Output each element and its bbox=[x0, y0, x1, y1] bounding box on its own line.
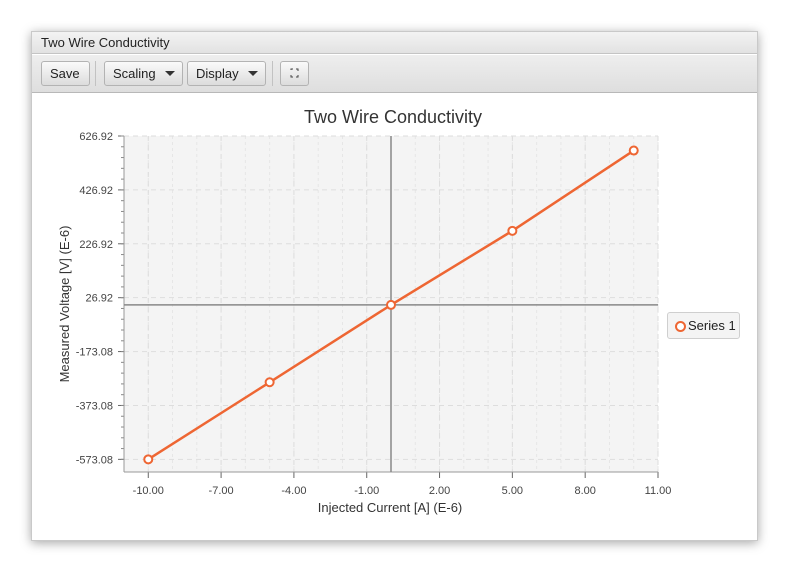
x-tick-label: 5.00 bbox=[502, 485, 523, 497]
toolbar: Save Scaling Display bbox=[32, 55, 757, 93]
data-point bbox=[264, 377, 275, 388]
y-axis-label: Measured Voltage [V] (E-6) bbox=[57, 226, 72, 383]
x-tick-label: -4.00 bbox=[281, 485, 306, 497]
y-tick-label: 626.92 bbox=[79, 131, 113, 143]
display-label: Display bbox=[196, 66, 239, 81]
chevron-down-icon bbox=[248, 71, 258, 76]
data-point bbox=[143, 454, 154, 465]
x-tick-label: 8.00 bbox=[574, 485, 595, 497]
x-axis-label: Injected Current [A] (E-6) bbox=[318, 500, 463, 515]
data-point bbox=[386, 299, 396, 310]
x-tick-label: 2.00 bbox=[429, 485, 450, 497]
scaling-dropdown[interactable]: Scaling bbox=[104, 61, 183, 86]
fullscreen-icon bbox=[290, 68, 299, 78]
data-point bbox=[507, 225, 518, 236]
legend-series-label: Series 1 bbox=[688, 318, 736, 333]
x-tick-label: -10.00 bbox=[133, 485, 164, 497]
x-tick-label: -7.00 bbox=[209, 485, 234, 497]
chart-title: Two Wire Conductivity bbox=[304, 107, 482, 127]
x-tick-label: 11.00 bbox=[645, 485, 672, 497]
x-tick-label: -1.00 bbox=[354, 485, 379, 497]
y-tick-label: -373.08 bbox=[76, 400, 113, 412]
scaling-label: Scaling bbox=[113, 66, 156, 81]
data-point bbox=[628, 145, 639, 156]
y-tick-label: 426.92 bbox=[79, 185, 113, 197]
toolbar-separator bbox=[272, 61, 273, 86]
y-tick-label: 26.92 bbox=[85, 293, 113, 305]
fullscreen-button[interactable] bbox=[280, 61, 309, 86]
legend-marker bbox=[675, 321, 686, 332]
display-dropdown[interactable]: Display bbox=[187, 61, 266, 86]
y-tick-label: 226.92 bbox=[79, 239, 113, 251]
window-title: Two Wire Conductivity bbox=[32, 32, 757, 54]
toolbar-separator bbox=[95, 61, 96, 86]
chevron-down-icon bbox=[165, 71, 175, 76]
y-tick-label: -573.08 bbox=[76, 454, 113, 466]
save-button[interactable]: Save bbox=[41, 61, 90, 86]
chart-legend: Series 1 bbox=[667, 312, 740, 339]
y-tick-label: -173.08 bbox=[76, 347, 113, 359]
